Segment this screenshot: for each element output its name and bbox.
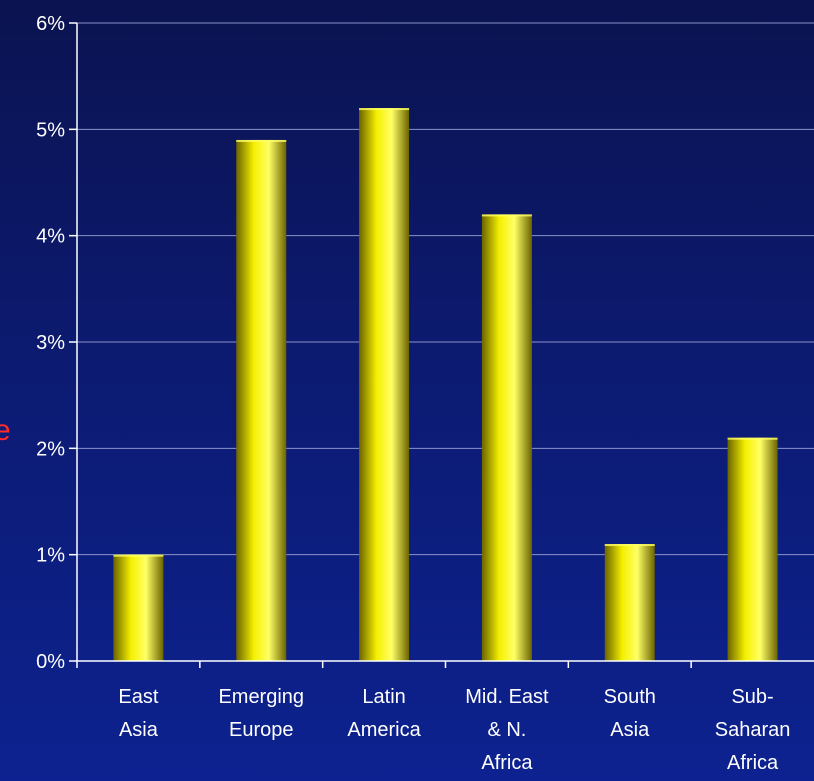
y-tick-labels: 0% 1% 2% 3% 4% 5% 6% — [36, 13, 65, 673]
bar — [727, 437, 778, 661]
x-category-label: Asia — [610, 719, 650, 741]
axes — [69, 22, 814, 668]
bar-top-edge — [481, 214, 532, 217]
y-tick-label: 5% — [36, 119, 65, 141]
x-category-label: Latin — [362, 686, 405, 708]
gridlines — [77, 22, 814, 556]
x-category-label: Africa — [727, 752, 779, 774]
x-category-label: Europe — [229, 719, 294, 741]
bar — [359, 108, 410, 662]
x-category-label: South — [604, 686, 656, 708]
x-category-label: Sub- — [731, 686, 773, 708]
cropped-axis-title-fragment: e — [0, 414, 11, 447]
y-tick-label: 2% — [36, 438, 65, 460]
bar-top-edge — [727, 437, 778, 440]
y-tick-label: 6% — [36, 13, 65, 35]
y-tick-label: 4% — [36, 226, 65, 248]
bar-top-edge — [359, 108, 410, 111]
bar-top-edge — [236, 139, 287, 142]
bar-top-edge — [113, 554, 164, 557]
x-category-label: Asia — [119, 719, 159, 741]
x-category-label: Africa — [481, 752, 533, 774]
bars — [113, 108, 778, 662]
x-category-label: Saharan — [715, 719, 791, 741]
x-category-labels: East Asia Emerging Europe Latin America Mid. E… — [118, 686, 790, 774]
y-tick-label: 3% — [36, 332, 65, 354]
bar — [113, 554, 164, 661]
y-tick-label: 0% — [36, 651, 65, 673]
bar — [236, 139, 287, 661]
bar — [481, 214, 532, 661]
bar — [604, 544, 655, 661]
bar-top-edge — [604, 544, 655, 547]
x-category-label: America — [347, 719, 421, 741]
x-category-label: & N. — [487, 719, 526, 741]
x-category-label: Mid. East — [465, 686, 549, 708]
y-tick-label: 1% — [36, 545, 65, 567]
x-category-label: Emerging — [218, 686, 304, 708]
x-category-label: East — [118, 686, 158, 708]
